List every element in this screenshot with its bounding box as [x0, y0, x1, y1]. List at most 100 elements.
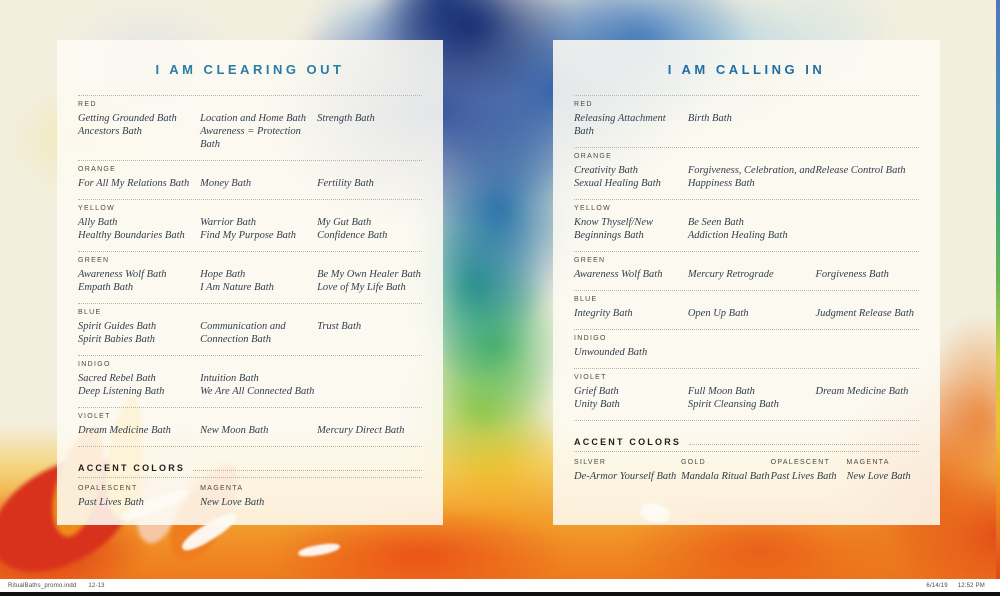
- bath-name: Past Lives Bath: [770, 471, 837, 482]
- section-label: ORANGE: [574, 153, 613, 160]
- color-section-blue: BLUE Spirit Guides Bath Spirit Babies Bath…: [78, 303, 422, 355]
- file-name: RitualBaths_promo.indd: [8, 582, 77, 589]
- section-columns: Integrity Bath Open Up Bath Judgment Relea…: [574, 307, 919, 320]
- accent-divider: [574, 451, 919, 452]
- bath-name: Forgiveness Bath: [815, 269, 889, 280]
- bath-name: Intuition Bath: [200, 373, 259, 384]
- proof-time: 12:52 PM: [957, 582, 985, 589]
- bath-name: Money Bath: [200, 178, 252, 189]
- bath-name: Spirit Guides Bath: [78, 321, 157, 332]
- section-column: Location and Home Bath Awareness = Protec…: [200, 112, 317, 151]
- bath-name: My Gut Bath: [317, 217, 372, 228]
- section-column: Trust Bath: [317, 320, 422, 346]
- bath-name: Empath Bath: [78, 282, 134, 293]
- bath-name: Be My Own Healer Bath: [317, 269, 421, 280]
- bath-name: New Love Bath: [200, 497, 265, 508]
- color-section-red: RED Releasing Attachment Bath Birth Bath: [574, 95, 919, 147]
- section-label: INDIGO: [574, 335, 607, 342]
- bath-name: Integrity Bath: [574, 308, 633, 319]
- bath-name: Beginnings Bath: [574, 230, 644, 241]
- section-column: Mercury Retrograde: [688, 268, 816, 281]
- bath-name: Addiction Healing Bath: [687, 230, 788, 241]
- bath-name: Be Seen Bath: [687, 217, 744, 228]
- section-divider: [574, 420, 919, 421]
- dotted-leader: [689, 444, 919, 445]
- section-column: Birth Bath: [688, 112, 816, 138]
- bath-name: Happiness Bath: [687, 178, 755, 189]
- bath-name: Deep Listening Bath: [78, 386, 165, 397]
- proof-footer-left: RitualBaths_promo.indd 12-13: [8, 583, 115, 589]
- accent-group-magenta: MAGENTA New Love Bath: [847, 459, 919, 483]
- section-column: Warrior Bath Find My Purpose Bath: [200, 216, 317, 242]
- section-column: Fertility Bath: [317, 177, 422, 190]
- bath-name: Ancestors Bath: [78, 126, 142, 137]
- accent-group-label: OPALESCENT: [78, 485, 138, 492]
- section-column: Full Moon Bath Spirit Cleansing Bath: [688, 385, 816, 411]
- section-column: Ally Bath Healthy Boundaries Bath: [78, 216, 200, 242]
- color-section-red: RED Getting Grounded Bath Ancestors Bath Lo…: [78, 95, 422, 160]
- bath-name: Communication and: [200, 321, 286, 332]
- page-range: 12-13: [88, 582, 105, 589]
- section-label: ORANGE: [78, 166, 117, 173]
- bath-name: Dream Medicine Bath: [78, 425, 171, 436]
- bath-name: Creativity Bath: [574, 165, 639, 176]
- color-section-green: GREEN Awareness Wolf Bath Empath Bath Hope …: [78, 251, 422, 303]
- section-column: Forgiveness, Celebration, and Happiness B…: [688, 164, 816, 190]
- bath-name: Dream Medicine Bath: [815, 386, 909, 397]
- section-column: [317, 372, 422, 398]
- bath-name: Grief Bath: [574, 386, 619, 397]
- section-columns: For All My Relations Bath Money Bath Ferti…: [78, 177, 422, 190]
- bath-name: Sexual Healing Bath: [574, 178, 661, 189]
- bath-name: Love of My Life Bath: [317, 282, 406, 293]
- section-columns: Know Thyself/New Beginnings Bath Be Seen B…: [574, 216, 919, 242]
- section-label: GREEN: [574, 257, 606, 264]
- section-column: Grief Bath Unity Bath: [574, 385, 688, 411]
- color-section-orange: ORANGE Creativity Bath Sexual Healing Bath…: [574, 147, 919, 199]
- section-column: [815, 346, 919, 359]
- section-column: Strength Bath: [317, 112, 422, 151]
- accent-group-silver: SILVER De-Armor Yourself Bath: [574, 459, 681, 483]
- section-column: Creativity Bath Sexual Healing Bath: [574, 164, 688, 190]
- accent-colors-heading-row: ACCENT COLORS: [78, 463, 422, 473]
- bath-name: Mercury Direct Bath: [317, 425, 405, 436]
- section-column: Getting Grounded Bath Ancestors Bath: [78, 112, 200, 151]
- color-section-violet: VIOLET Dream Medicine Bath New Moon Bath Me…: [78, 407, 422, 446]
- bath-name: Mercury Retrograde: [687, 269, 774, 280]
- bath-name: Healthy Boundaries Bath: [78, 230, 185, 241]
- section-columns: Awareness Wolf Bath Mercury Retrograde For…: [574, 268, 919, 281]
- section-columns: Dream Medicine Bath New Moon Bath Mercury …: [78, 424, 422, 437]
- section-column: Unwounded Bath: [574, 346, 688, 359]
- bath-name: Awareness = Protection Bath: [200, 126, 301, 150]
- bath-name: I Am Nature Bath: [200, 282, 274, 293]
- section-columns: Releasing Attachment Bath Birth Bath: [574, 112, 919, 138]
- color-section-blue: BLUE Integrity Bath Open Up Bath Judgment R…: [574, 290, 919, 329]
- section-column: Dream Medicine Bath: [815, 385, 919, 411]
- section-label: VIOLET: [78, 413, 111, 420]
- bath-name: Strength Bath: [317, 113, 375, 124]
- accent-group-opalescent: OPALESCENT Past Lives Bath: [78, 485, 200, 509]
- section-column: New Moon Bath: [200, 424, 317, 437]
- section-columns: Ally Bath Healthy Boundaries Bath Warrior …: [78, 216, 422, 242]
- section-label: RED: [78, 101, 97, 108]
- sections-list: RED Releasing Attachment Bath Birth Bath OR…: [574, 95, 919, 421]
- bath-name: Full Moon Bath: [687, 386, 755, 397]
- section-column: Mercury Direct Bath: [317, 424, 422, 437]
- bath-name: Judgment Release Bath: [815, 308, 915, 319]
- panel-title-clearing-out: I AM CLEARING OUT: [155, 62, 345, 77]
- panel-title-calling-in: I AM CALLING IN: [667, 62, 826, 77]
- section-column: Release Control Bath: [815, 164, 919, 190]
- bath-name: Open Up Bath: [687, 308, 749, 319]
- bath-name: Unity Bath: [574, 399, 620, 410]
- accent-group-label: MAGENTA: [200, 485, 244, 492]
- section-column: Awareness Wolf Bath Empath Bath: [78, 268, 200, 294]
- clearing-out-panel: I AM CLEARING OUT RED Getting Grounded Ba…: [57, 40, 443, 525]
- color-section-indigo: INDIGO Unwounded Bath: [574, 329, 919, 368]
- section-column: [815, 112, 919, 138]
- bath-name: New Love Bath: [846, 471, 911, 482]
- bath-name: Sacred Rebel Bath: [78, 373, 156, 384]
- bath-name: De-Armor Yourself Bath: [574, 471, 677, 482]
- accent-columns: SILVER De-Armor Yourself Bath GOLD Mandala …: [574, 459, 919, 483]
- color-section-yellow: YELLOW Know Thyself/New Beginnings Bath Be …: [574, 199, 919, 251]
- section-column: Awareness Wolf Bath: [574, 268, 688, 281]
- accent-group-label: GOLD: [680, 459, 706, 466]
